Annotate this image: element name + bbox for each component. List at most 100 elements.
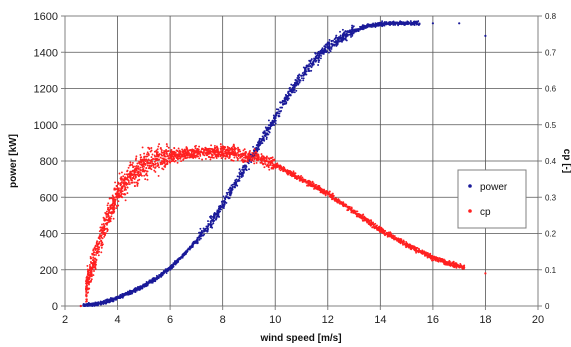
point-power	[308, 63, 311, 66]
point-cp	[112, 201, 114, 203]
point-cp	[198, 157, 201, 160]
point-power	[194, 241, 197, 244]
point-cp	[455, 262, 458, 265]
point-cp	[92, 256, 95, 259]
point-power	[341, 36, 344, 39]
point-power	[209, 221, 212, 224]
point-cp	[383, 231, 386, 234]
point-cp	[94, 249, 97, 251]
point-cp	[112, 205, 115, 208]
point-cp	[227, 150, 230, 153]
point-power	[140, 286, 143, 289]
point-power	[210, 217, 213, 220]
x-axis-ticks: 2 4 6 8 10 12 14 16 18 20	[62, 306, 544, 326]
point-cp	[226, 152, 229, 155]
point-cp	[163, 165, 166, 168]
point-cp	[145, 167, 148, 169]
point-cp	[114, 188, 117, 191]
point-cp	[107, 207, 110, 209]
point-power	[99, 300, 102, 303]
point-cp	[350, 206, 353, 209]
point-cp	[131, 177, 134, 180]
point-cp	[301, 176, 304, 179]
point-power	[320, 54, 323, 57]
point-cp	[149, 162, 152, 165]
point-cp	[331, 192, 334, 195]
point-cp	[413, 248, 416, 251]
point-cp	[178, 149, 181, 152]
point-cp	[139, 166, 142, 169]
point-power	[160, 272, 163, 275]
y2-tick-label: 0.8	[545, 12, 557, 21]
point-cp	[260, 161, 263, 164]
point-cp	[301, 181, 304, 183]
point-cp	[403, 243, 406, 246]
point-cp	[112, 209, 115, 212]
point-power	[353, 29, 356, 32]
point-cp	[281, 168, 284, 171]
x-tick-label: 14	[374, 314, 386, 326]
point-cp	[85, 298, 88, 301]
point-power	[311, 61, 314, 64]
point-cp	[255, 151, 258, 154]
point-power	[317, 50, 320, 53]
point-power	[263, 139, 266, 142]
point-cp	[371, 223, 374, 225]
point-cp	[368, 219, 371, 222]
point-cp	[129, 174, 132, 177]
point-power	[395, 21, 398, 24]
point-power	[83, 304, 86, 307]
point-cp	[175, 157, 178, 159]
point-power	[371, 23, 374, 26]
point-power	[155, 274, 158, 277]
point-cp	[136, 171, 139, 174]
point-cp	[389, 232, 392, 235]
point-cp	[219, 143, 222, 146]
point-power	[337, 40, 340, 43]
point-power	[265, 133, 268, 136]
point-cp	[159, 147, 162, 150]
point-power	[171, 264, 174, 267]
point-power	[383, 22, 386, 25]
point-cp	[229, 147, 232, 150]
point-cp	[411, 247, 414, 250]
point-cp	[176, 161, 179, 164]
point-cp	[290, 173, 293, 175]
point-cp	[297, 176, 300, 179]
point-cp	[104, 227, 107, 230]
point-power	[275, 108, 278, 111]
point-cp	[173, 152, 176, 155]
point-power	[298, 81, 301, 84]
point-power	[133, 287, 136, 290]
point-power	[366, 24, 369, 28]
point-power	[458, 22, 461, 25]
y-tick-label: 1000	[34, 120, 58, 132]
point-cp	[89, 266, 92, 269]
point-power	[326, 42, 329, 45]
point-cp	[129, 161, 132, 164]
point-cp	[113, 199, 115, 202]
y2-tick-label: 0.2	[545, 230, 557, 239]
point-cp	[150, 147, 153, 149]
point-cp	[85, 278, 88, 281]
point-cp	[146, 170, 149, 173]
point-power	[85, 304, 88, 307]
point-cp	[304, 180, 306, 183]
point-power	[214, 212, 217, 215]
point-cp	[380, 227, 383, 230]
point-power	[339, 30, 341, 33]
point-cp	[106, 204, 109, 207]
point-cp	[100, 231, 103, 234]
point-cp	[332, 195, 335, 198]
point-cp	[184, 157, 186, 159]
point-cp	[219, 155, 222, 158]
point-cp	[231, 147, 234, 150]
point-cp	[402, 243, 404, 246]
point-power	[285, 96, 288, 99]
point-power	[196, 242, 199, 245]
point-cp	[120, 171, 123, 174]
y2-tick-label: 0.7	[545, 48, 557, 57]
point-cp	[133, 168, 136, 171]
point-cp	[97, 254, 100, 257]
point-cp	[267, 162, 270, 164]
